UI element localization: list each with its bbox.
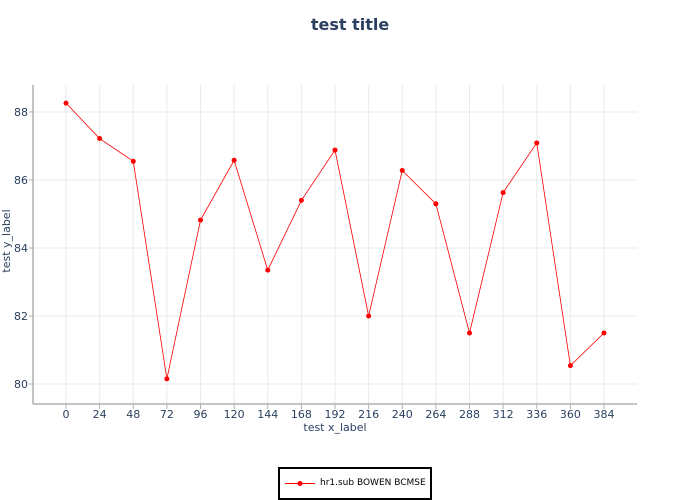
y-axis-label: test y_label (0, 209, 13, 272)
x-tick-label: 192 (325, 408, 346, 421)
data-point (97, 136, 103, 142)
x-tick-label: 384 (594, 408, 615, 421)
y-tick-label: 86 (14, 174, 28, 187)
data-point (567, 363, 573, 369)
data-point (332, 147, 338, 153)
data-point (231, 157, 237, 163)
data-point (366, 313, 372, 319)
x-tick-label: 96 (194, 408, 208, 421)
data-point (265, 267, 271, 273)
data-point (534, 140, 540, 146)
x-tick-label: 120 (224, 408, 245, 421)
y-tick-label: 88 (14, 106, 28, 119)
legend-label: hr1.sub BOWEN BCMSE (320, 478, 426, 488)
x-tick-label: 0 (63, 408, 70, 421)
data-point (198, 217, 203, 223)
data-point (399, 167, 405, 173)
y-tick-label: 82 (14, 310, 28, 323)
x-tick-label: 48 (126, 408, 140, 421)
x-axis-label: test x_label (303, 421, 366, 434)
y-tick-label: 84 (14, 242, 28, 255)
x-tick-label: 336 (526, 408, 547, 421)
data-point (164, 376, 170, 382)
x-tick-label: 264 (425, 408, 446, 421)
x-tick-label: 216 (358, 408, 379, 421)
data-point (601, 330, 607, 336)
y-tick-label: 80 (14, 378, 28, 391)
x-tick-label: 288 (459, 408, 480, 421)
legend: hr1.sub BOWEN BCMSE (278, 467, 432, 500)
x-tick-label: 240 (392, 408, 413, 421)
data-point (433, 201, 439, 207)
chart-title: test title (310, 15, 390, 34)
legend-marker (285, 481, 315, 486)
data-point (130, 158, 136, 164)
data-point (500, 190, 506, 196)
data-point (298, 197, 304, 203)
x-tick-label: 168 (291, 408, 312, 421)
x-tick-label: 72 (160, 408, 174, 421)
x-tick-label: 144 (257, 408, 278, 421)
x-tick-label: 360 (560, 408, 581, 421)
data-point (63, 100, 69, 106)
x-tick-label: 312 (493, 408, 514, 421)
x-tick-label: 24 (93, 408, 107, 421)
data-point (467, 330, 472, 336)
